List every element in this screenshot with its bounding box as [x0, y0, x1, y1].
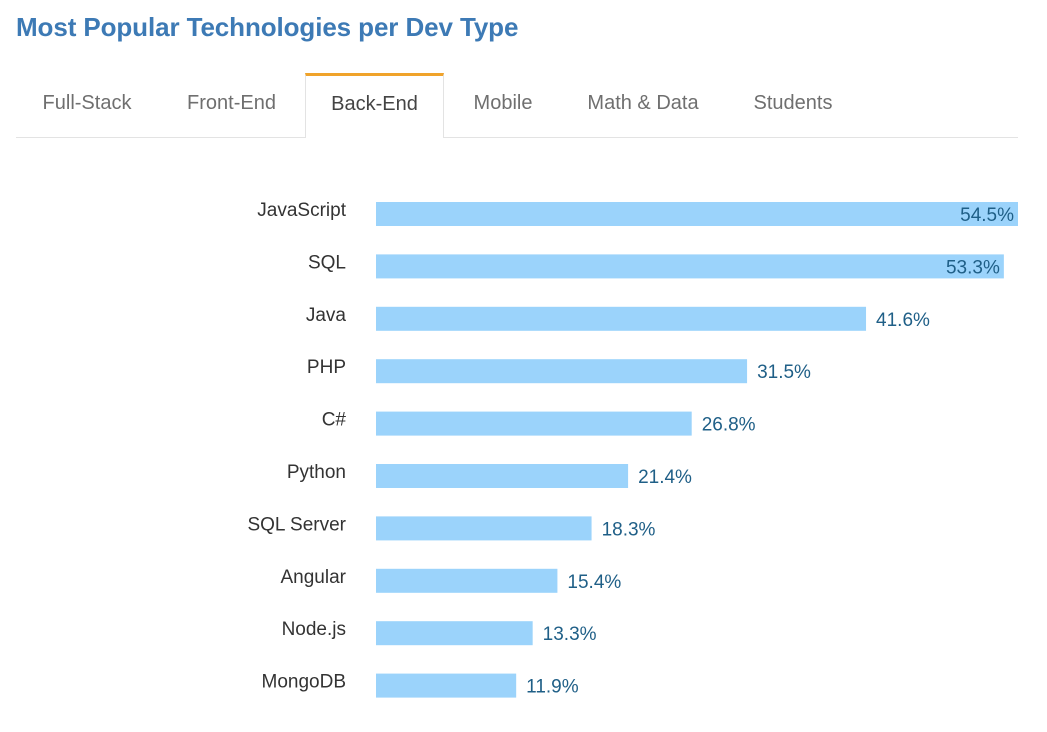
tab-full-stack[interactable]: Full-Stack: [42, 92, 132, 114]
bar-node-js: [376, 621, 533, 646]
bar-javascript: [376, 202, 1018, 226]
tab-students[interactable]: Students: [753, 92, 833, 114]
bar-sql-server: [376, 516, 592, 541]
value-label-angular: 15.4%: [567, 572, 621, 593]
value-label-sql: 53.3%: [946, 257, 1000, 278]
tab-mobile[interactable]: Mobile: [473, 92, 533, 114]
value-label-php: 31.5%: [757, 362, 811, 383]
value-label-python: 21.4%: [638, 467, 692, 488]
category-label-node-js: Node.js: [282, 619, 346, 640]
category-label-sql: SQL: [308, 252, 346, 273]
dev-type-tabs: Full-Stack Front-End Back-End Mobile Mat…: [16, 73, 1018, 138]
bar-php: [376, 359, 748, 384]
value-label-javascript: 54.5%: [960, 205, 1014, 226]
bar-c: [376, 411, 692, 436]
category-label-python: Python: [287, 462, 346, 483]
category-label-c: C#: [322, 410, 347, 431]
category-label-javascript: JavaScript: [257, 200, 346, 221]
bar-chart: JavaScript 54.5% SQL 53.3% Java 41.6% PHP 31.5%…: [247, 200, 1018, 698]
tab-front-end[interactable]: Front-End: [187, 92, 276, 114]
category-label-java: Java: [306, 305, 347, 326]
value-label-java: 41.6%: [876, 310, 930, 331]
bar-mongodb: [376, 673, 517, 698]
tab-back-end[interactable]: Back-End: [305, 73, 444, 138]
bar-java: [376, 306, 867, 331]
category-label-sql-server: SQL Server: [247, 514, 346, 535]
category-label-mongodb: MongoDB: [262, 672, 347, 693]
bar-sql: [376, 254, 1004, 279]
bar-python: [376, 464, 629, 488]
value-label-mongodb: 11.9%: [526, 677, 579, 698]
category-label-angular: Angular: [281, 567, 347, 588]
value-label-node-js: 13.3%: [543, 624, 597, 645]
value-label-c: 26.8%: [702, 415, 756, 436]
tab-math-data[interactable]: Math & Data: [587, 92, 699, 114]
value-label-sql-server: 18.3%: [602, 519, 656, 540]
bar-angular: [376, 568, 558, 593]
category-label-php: PHP: [307, 357, 346, 378]
page-title: Most Popular Technologies per Dev Type: [16, 12, 519, 42]
